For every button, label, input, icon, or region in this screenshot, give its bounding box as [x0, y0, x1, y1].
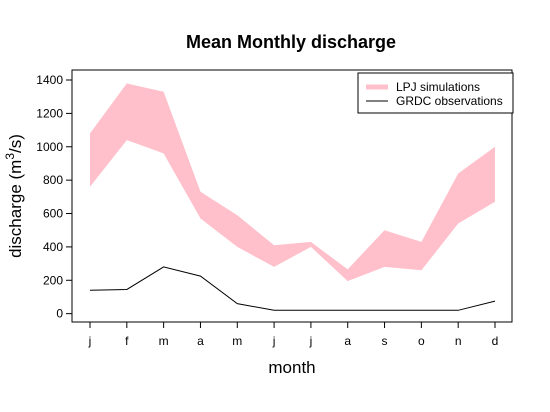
y-tick-label: 400 — [43, 240, 63, 254]
chart-title: Mean Monthly discharge — [186, 32, 396, 52]
y-axis-title-unit-end: /s) — [6, 134, 25, 153]
legend-label-grdc: GRDC observations — [396, 94, 503, 108]
legend-box — [357, 72, 514, 114]
y-axis-title: discharge (m3/s) — [3, 134, 25, 258]
y-axis-title-main: discharge (m — [6, 160, 25, 258]
x-tick-label: m — [159, 334, 169, 348]
legend: LPJ simulations GRDC observations — [357, 72, 514, 114]
y-tick-label: 1000 — [36, 140, 63, 154]
x-tick-label: a — [197, 334, 204, 348]
y-tick-label: 600 — [43, 207, 63, 221]
y-axis-title-superscript: 3 — [3, 153, 17, 160]
x-tick-label: n — [455, 334, 462, 348]
x-tick-label: d — [492, 334, 499, 348]
y-axis: 0 200 400 600 800 1000 1200 1400 — [36, 73, 72, 321]
y-tick-label: 800 — [43, 173, 63, 187]
x-tick-label: s — [382, 334, 388, 348]
y-tick-label: 200 — [43, 273, 63, 287]
x-tick-label: j — [88, 334, 92, 348]
x-tick-label: m — [232, 334, 242, 348]
x-tick-label: j — [309, 334, 313, 348]
x-axis-title: month — [268, 358, 315, 377]
x-tick-label: a — [344, 334, 351, 348]
legend-label-lpj: LPJ simulations — [396, 80, 480, 94]
y-tick-label: 1200 — [36, 106, 63, 120]
lpj-simulation-band — [90, 83, 495, 282]
plot-area — [89, 83, 496, 311]
y-tick-label: 0 — [56, 307, 63, 321]
x-tick-label: o — [418, 334, 425, 348]
y-tick-label: 1400 — [36, 73, 63, 87]
grdc-observation-line — [89, 266, 496, 311]
plot-frame — [71, 69, 513, 323]
x-tick-label: j — [272, 334, 276, 348]
x-tick-label: f — [125, 334, 129, 348]
